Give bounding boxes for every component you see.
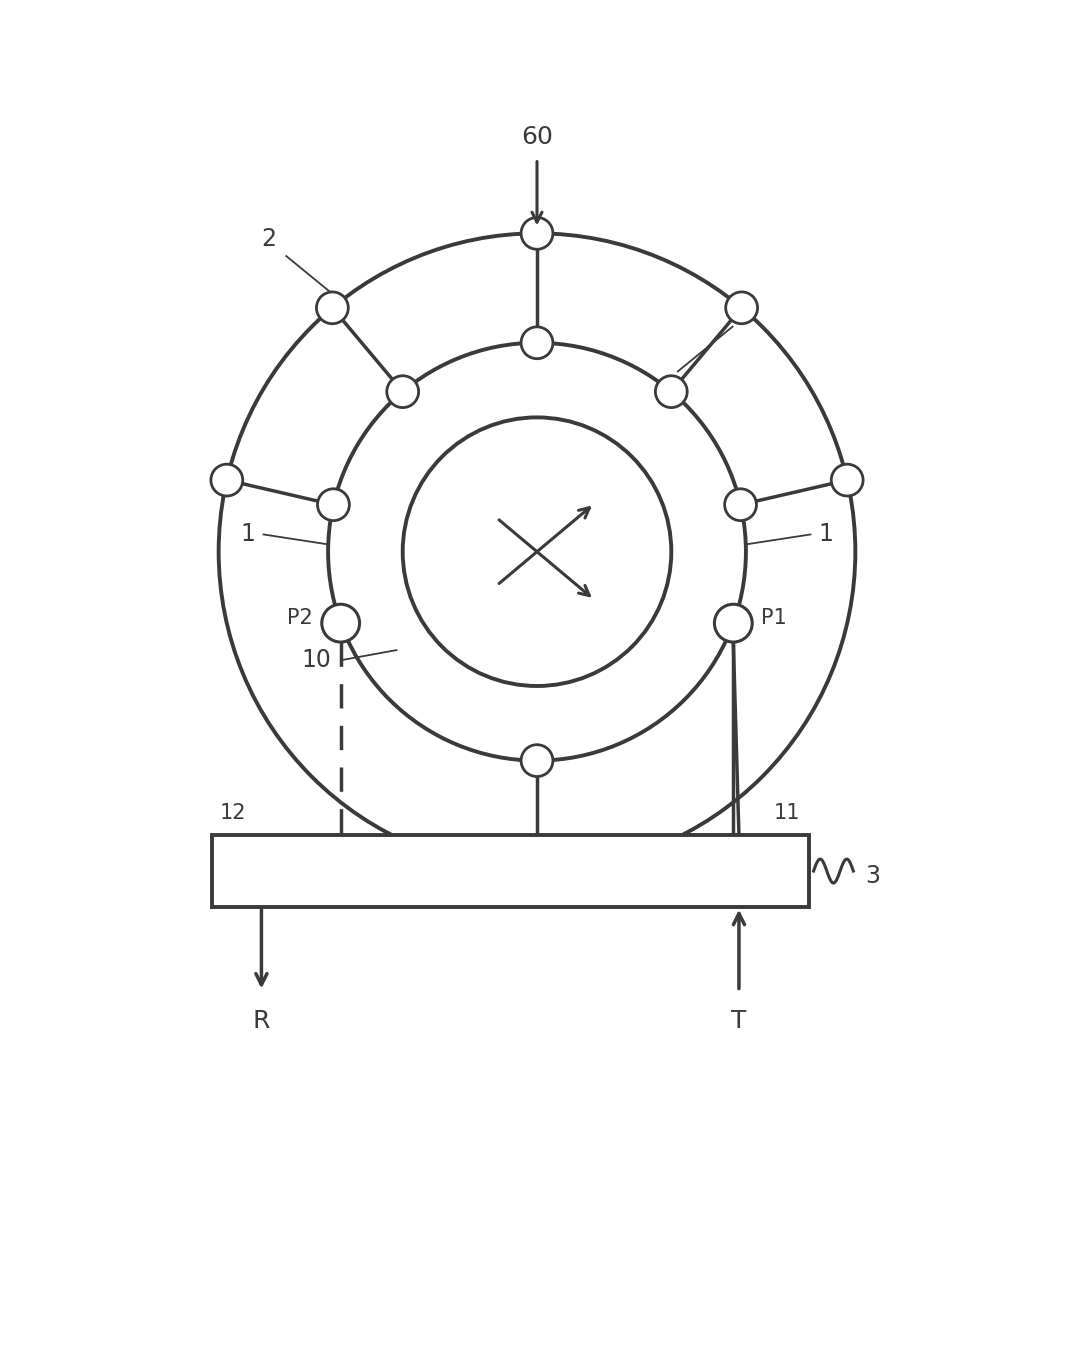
Text: R: R bbox=[252, 1009, 271, 1034]
Text: 1: 1 bbox=[738, 298, 753, 322]
Text: P1: P1 bbox=[761, 609, 787, 628]
Text: 60: 60 bbox=[521, 125, 553, 149]
Circle shape bbox=[318, 489, 349, 521]
Circle shape bbox=[317, 292, 348, 324]
Bar bbox=[212, 835, 809, 906]
Text: 3: 3 bbox=[866, 864, 881, 888]
Circle shape bbox=[521, 744, 553, 776]
Circle shape bbox=[521, 218, 553, 250]
Text: 1: 1 bbox=[241, 522, 256, 547]
Text: 11: 11 bbox=[774, 803, 800, 823]
Circle shape bbox=[726, 292, 757, 324]
Text: P2: P2 bbox=[287, 609, 313, 628]
Circle shape bbox=[211, 465, 243, 496]
Circle shape bbox=[831, 465, 863, 496]
Circle shape bbox=[714, 605, 752, 642]
Circle shape bbox=[725, 489, 756, 521]
Circle shape bbox=[521, 326, 553, 359]
Text: 2: 2 bbox=[261, 228, 276, 251]
Circle shape bbox=[387, 376, 419, 407]
Circle shape bbox=[655, 376, 687, 407]
Text: 1: 1 bbox=[818, 522, 833, 547]
Text: 10: 10 bbox=[302, 648, 332, 672]
Text: T: T bbox=[731, 1009, 746, 1034]
Text: 12: 12 bbox=[220, 803, 246, 823]
Circle shape bbox=[322, 605, 360, 642]
